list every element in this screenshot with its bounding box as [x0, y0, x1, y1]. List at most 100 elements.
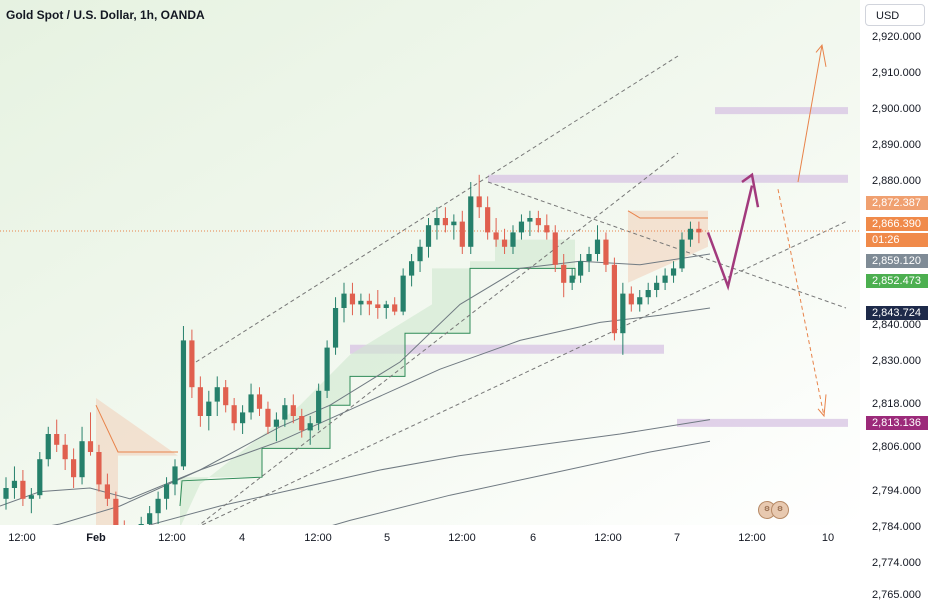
candle-body — [96, 452, 102, 485]
candle-body — [180, 340, 187, 467]
candle-body — [392, 304, 398, 312]
candle-body — [214, 387, 220, 402]
candle-body — [594, 239, 601, 254]
candle-body — [290, 405, 296, 416]
candle-body — [273, 419, 279, 427]
channel-mid-line — [198, 152, 679, 525]
candle-body — [501, 239, 508, 247]
candle-body — [341, 293, 347, 308]
candle-body — [603, 239, 609, 265]
candle-body — [28, 495, 34, 499]
y-tick-label: 2,794.000 — [872, 484, 921, 497]
y-tick-label: 2,830.000 — [872, 355, 921, 367]
candle-body — [409, 261, 415, 276]
candle-body — [586, 254, 592, 262]
price-plot[interactable] — [0, 0, 860, 525]
x-tick-label: 12:00 — [448, 532, 476, 544]
x-tick-label: 5 — [383, 532, 391, 544]
candle-body — [206, 401, 212, 416]
bearish-target-arrowhead — [817, 394, 827, 418]
tradingview-logo-icon-2[interactable]: ⚙ — [771, 501, 789, 519]
resistance-zone — [488, 174, 848, 183]
candle-body — [518, 221, 525, 233]
candle-body — [468, 196, 474, 247]
candle-body — [628, 293, 634, 305]
candle-body — [316, 390, 322, 424]
x-tick-label: 12:00 — [594, 532, 622, 544]
x-tick-label: 12:00 — [8, 532, 36, 544]
x-tick-label: Feb — [86, 532, 106, 544]
candle-body — [37, 459, 43, 496]
candle-body — [417, 246, 423, 262]
x-tick-label: 4 — [238, 532, 246, 544]
x-tick-label: 12:00 — [738, 532, 766, 544]
price-badge: 2,872.387 — [866, 196, 928, 211]
price-badge: 2,859.120 — [866, 254, 928, 269]
ma-mid-line — [51, 307, 711, 525]
candle-body — [155, 498, 161, 514]
candle-body — [163, 484, 170, 499]
price-badge: 2,843.724 — [866, 306, 928, 321]
candle-body — [231, 405, 237, 424]
price-badge: 2,866.390 — [866, 217, 928, 232]
y-tick-label: 2,774.000 — [872, 556, 921, 569]
candle-body — [324, 347, 330, 391]
bullish-target-arrowhead — [815, 44, 827, 67]
candle-body — [451, 221, 457, 226]
candle-body — [696, 228, 702, 233]
chart-area[interactable] — [0, 0, 932, 550]
y-tick-label: 2,840.000 — [872, 319, 921, 331]
currency-button[interactable]: USD — [865, 4, 925, 26]
candle-body — [561, 264, 567, 283]
y-tick-label: 2,920.000 — [872, 31, 921, 43]
bullish-target-arrow — [797, 45, 823, 183]
y-tick-label: 2,880.000 — [872, 175, 921, 187]
candle-body — [104, 484, 110, 499]
candle-body — [265, 408, 271, 427]
candle-body — [569, 275, 575, 283]
candle-body — [54, 434, 60, 445]
candle-body — [611, 264, 617, 334]
candle-body — [332, 308, 339, 348]
supertrend-bear-line-2 — [627, 210, 708, 219]
candle-body — [637, 297, 643, 305]
candle-body — [45, 434, 51, 460]
candle-body — [442, 218, 448, 226]
x-tick-label: 12:00 — [304, 532, 332, 544]
ma-long-line — [147, 419, 711, 525]
candle-body — [679, 239, 685, 269]
y-tick-label: 2,806.000 — [872, 441, 921, 454]
candle-body — [71, 459, 77, 478]
candle-body — [687, 228, 694, 240]
candle-body — [197, 387, 203, 416]
candle-body — [510, 232, 516, 247]
candle-body — [434, 218, 440, 226]
candle-body — [654, 282, 660, 290]
candle-body — [20, 480, 26, 499]
candle-body — [476, 196, 482, 208]
candle-body — [358, 300, 364, 305]
candle-body — [3, 488, 9, 499]
candle-body — [11, 480, 18, 488]
candle-body — [248, 394, 254, 413]
x-tick-label: 10 — [821, 532, 835, 544]
price-badge: 2,813.136 — [866, 416, 928, 431]
x-tick-label: 6 — [529, 532, 537, 544]
supertrend-bull-line — [179, 267, 576, 507]
candle-body — [485, 207, 491, 233]
candle-body — [366, 300, 372, 305]
y-tick-label: 2,765.000 — [872, 589, 921, 601]
candle-body — [645, 290, 651, 298]
candle-body — [87, 441, 94, 452]
y-tick-label: 2,784.000 — [872, 520, 921, 533]
x-tick-label: 12:00 — [158, 532, 186, 544]
candle-body — [662, 275, 668, 283]
candle-body — [670, 268, 677, 276]
candle-body — [459, 221, 465, 247]
target-zone-upper — [715, 107, 848, 115]
demand-zone — [350, 344, 664, 354]
candle-body — [223, 387, 229, 406]
candle-body — [552, 232, 558, 265]
x-tick-label: 7 — [673, 532, 681, 544]
chart-title: Gold Spot / U.S. Dollar, 1h, OANDA — [6, 8, 205, 22]
